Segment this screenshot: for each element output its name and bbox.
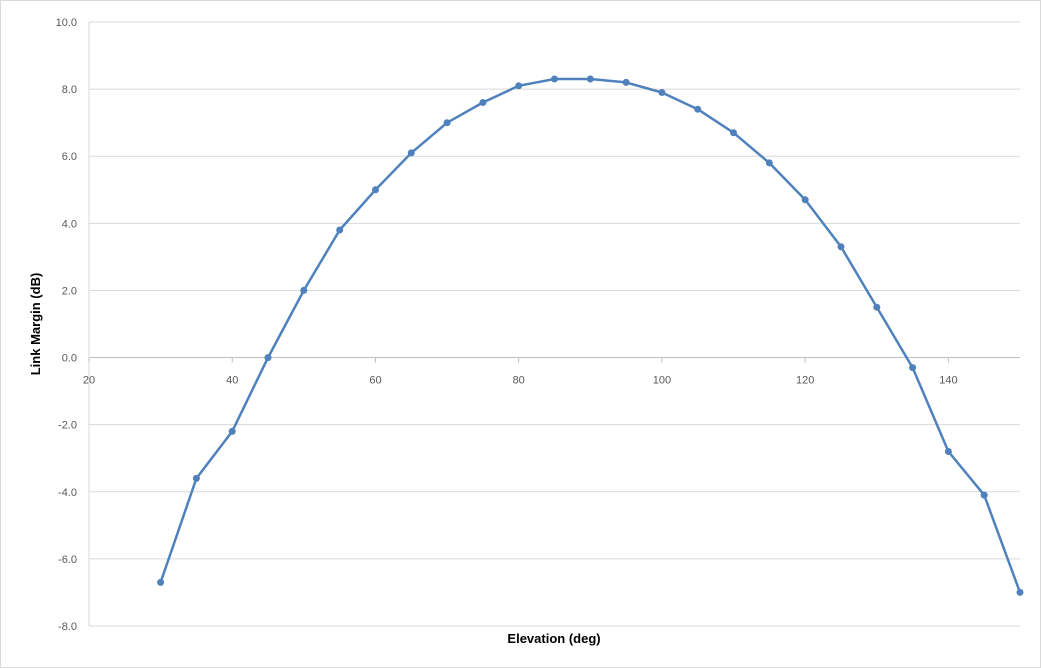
gridlines <box>89 21 1020 627</box>
data-point <box>515 82 523 90</box>
data-point <box>873 303 881 311</box>
data-point <box>980 491 988 499</box>
x-tick-labels: 20 40 60 80 100 120 140 <box>83 375 958 387</box>
data-point <box>228 427 236 435</box>
data-point <box>1016 588 1024 596</box>
x-tick-label: 120 <box>796 375 814 387</box>
data-point <box>944 448 952 455</box>
data-point <box>336 226 344 234</box>
y-tick-label: -2.0 <box>58 420 77 432</box>
y-tick-label: 4.0 <box>62 218 77 230</box>
x-tick-label: 100 <box>653 375 671 387</box>
y-tick-label: 8.0 <box>62 84 77 96</box>
y-tick-label: 6.0 <box>62 151 77 163</box>
y-tick-label: 10.0 <box>56 17 77 29</box>
x-tick-label: 80 <box>513 375 525 387</box>
series-link-margin <box>157 75 1024 596</box>
y-tick-label: -8.0 <box>58 621 77 633</box>
data-point <box>909 364 917 372</box>
data-point <box>765 159 773 167</box>
data-point <box>622 78 630 86</box>
data-point <box>694 105 702 113</box>
data-point <box>157 578 165 586</box>
y-tick-label: -6.0 <box>58 554 77 566</box>
y-axis-title: Link Margin (dB) <box>28 273 43 376</box>
x-tick-label: 140 <box>939 375 957 387</box>
x-axis <box>88 22 949 626</box>
x-tick-label: 40 <box>226 375 238 387</box>
data-point <box>730 129 737 137</box>
y-tick-labels: 10.0 8.0 6.0 4.0 2.0 0.0 -2.0 -4.0 -6.0 -8.0 <box>56 17 77 633</box>
data-point <box>443 119 451 127</box>
data-point <box>372 186 379 194</box>
data-point <box>658 89 666 96</box>
x-tick-label: 60 <box>369 375 381 387</box>
data-point <box>407 149 415 157</box>
data-point <box>801 196 809 204</box>
data-point <box>300 286 308 294</box>
data-point <box>837 243 845 251</box>
y-tick-label: 0.0 <box>62 353 77 365</box>
y-tick-label: 2.0 <box>62 285 77 297</box>
data-point <box>586 75 594 83</box>
data-point <box>264 354 272 362</box>
data-point <box>479 99 487 106</box>
data-point <box>551 75 558 83</box>
x-axis-title: Elevation (deg) <box>507 631 600 646</box>
x-tick-label: 20 <box>83 375 95 387</box>
data-point <box>192 474 200 482</box>
y-tick-label: -4.0 <box>58 487 77 499</box>
